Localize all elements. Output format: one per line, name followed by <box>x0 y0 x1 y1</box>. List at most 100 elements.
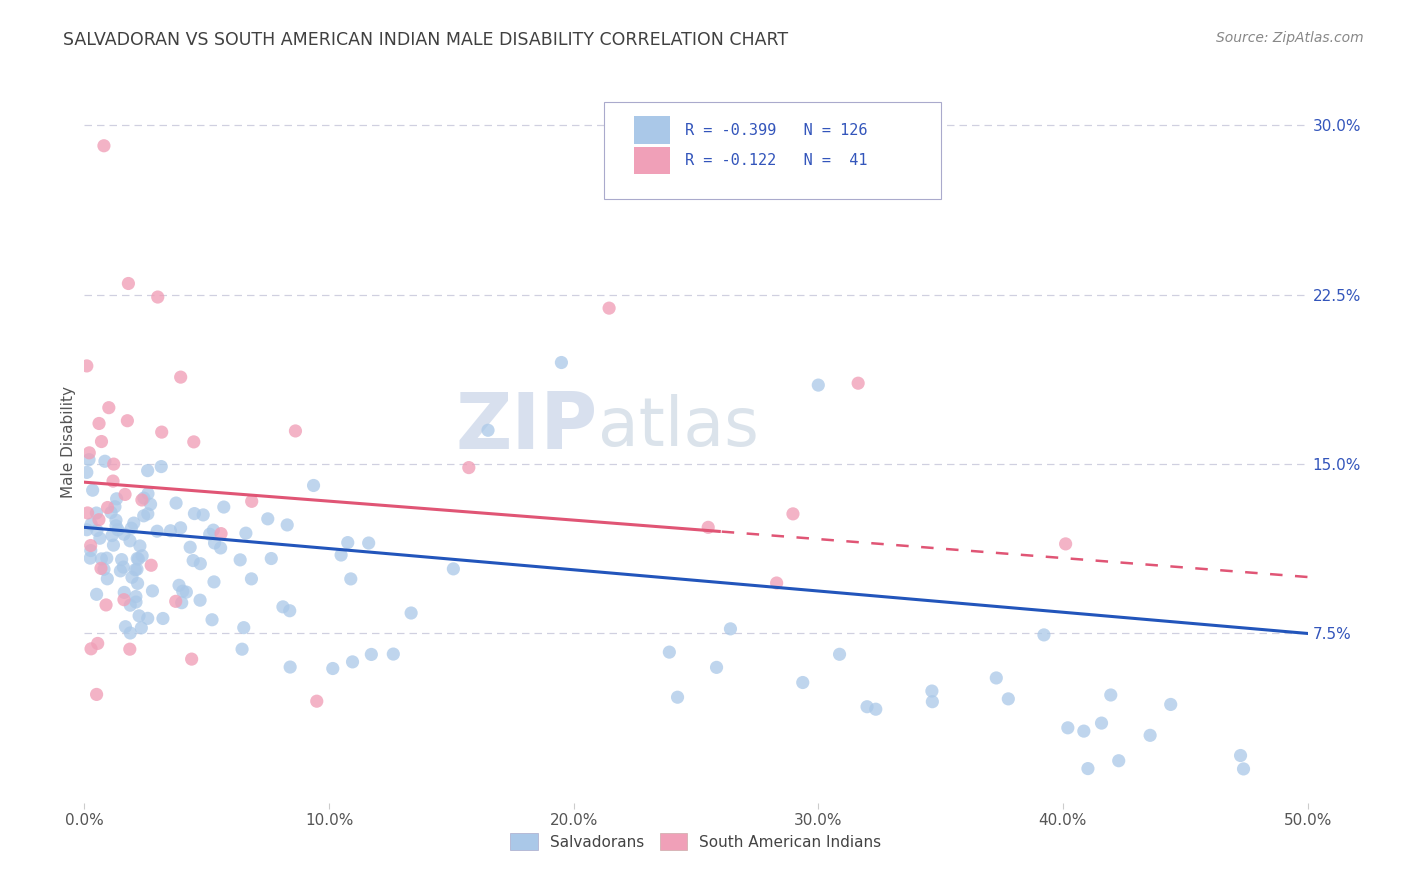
Salvadorans <box>76 523 98 537</box>
Salvadorans <box>865 702 887 716</box>
Salvadorans <box>150 459 173 474</box>
South American Indians <box>180 652 202 666</box>
South American Indians <box>101 474 124 488</box>
Salvadorans <box>183 507 205 521</box>
Salvadorans <box>114 620 136 634</box>
Salvadorans <box>336 535 359 549</box>
Salvadorans <box>94 454 117 468</box>
South American Indians <box>97 401 120 415</box>
Salvadorans <box>1032 628 1054 642</box>
Salvadorans <box>131 549 153 563</box>
South American Indians <box>76 506 98 520</box>
Salvadorans <box>146 524 169 539</box>
Salvadorans <box>132 508 155 523</box>
Salvadorans <box>986 671 1008 685</box>
Salvadorans <box>198 527 221 541</box>
Salvadorans <box>1073 724 1095 739</box>
South American Indians <box>90 434 112 449</box>
Salvadorans <box>792 675 814 690</box>
Salvadorans <box>101 528 124 542</box>
Salvadorans <box>121 570 143 584</box>
South American Indians <box>284 424 307 438</box>
Salvadorans <box>125 590 148 604</box>
Salvadorans <box>112 585 135 599</box>
Salvadorans <box>110 564 132 578</box>
Salvadorans <box>271 599 294 614</box>
Salvadorans <box>720 622 742 636</box>
South American Indians <box>1054 537 1077 551</box>
Salvadorans <box>120 626 142 640</box>
Salvadorans <box>132 491 155 505</box>
Salvadorans <box>104 513 127 527</box>
Salvadorans <box>141 583 163 598</box>
Salvadorans <box>302 478 325 492</box>
Text: ZIP: ZIP <box>456 389 598 465</box>
Salvadorans <box>1099 688 1122 702</box>
Salvadorans <box>202 574 225 589</box>
South American Indians <box>87 513 110 527</box>
Salvadorans <box>209 541 232 555</box>
South American Indians <box>76 359 98 373</box>
Salvadorans <box>330 548 353 562</box>
Salvadorans <box>127 576 149 591</box>
South American Indians <box>141 558 163 573</box>
South American Indians <box>118 642 141 657</box>
South American Indians <box>77 446 100 460</box>
Salvadorans <box>181 553 204 567</box>
South American Indians <box>183 434 205 449</box>
South American Indians <box>79 539 101 553</box>
South American Indians <box>697 520 720 534</box>
Salvadorans <box>229 553 252 567</box>
Salvadorans <box>86 506 108 520</box>
Salvadorans <box>112 560 135 574</box>
Salvadorans <box>357 536 380 550</box>
Salvadorans <box>139 497 162 511</box>
Salvadorans <box>706 660 728 674</box>
Salvadorans <box>240 572 263 586</box>
Salvadorans <box>179 540 201 554</box>
Salvadorans <box>856 699 879 714</box>
South American Indians <box>170 370 193 384</box>
Salvadorans <box>80 543 103 558</box>
Salvadorans <box>339 572 361 586</box>
Salvadorans <box>658 645 681 659</box>
Salvadorans <box>96 551 118 566</box>
Salvadorans <box>260 551 283 566</box>
Salvadorans <box>90 552 112 566</box>
Salvadorans <box>136 611 159 625</box>
South American Indians <box>86 636 108 650</box>
Salvadorans <box>80 517 103 532</box>
South American Indians <box>112 592 135 607</box>
Salvadorans <box>122 516 145 530</box>
Salvadorans <box>152 611 174 625</box>
Salvadorans <box>103 538 125 552</box>
Salvadorans <box>342 655 364 669</box>
Salvadorans <box>360 648 382 662</box>
Salvadorans <box>86 587 108 601</box>
Salvadorans <box>399 606 422 620</box>
Salvadorans <box>204 536 226 550</box>
Salvadorans <box>172 584 194 599</box>
South American Indians <box>305 694 328 708</box>
South American Indians <box>765 576 787 591</box>
South American Indians <box>90 561 112 575</box>
Salvadorans <box>441 562 464 576</box>
South American Indians <box>165 594 187 608</box>
Text: R = -0.399   N = 126: R = -0.399 N = 126 <box>685 122 868 137</box>
Salvadorans <box>212 500 235 514</box>
Salvadorans <box>1139 728 1161 742</box>
South American Indians <box>114 487 136 501</box>
Salvadorans <box>104 519 127 533</box>
Text: Source: ZipAtlas.com: Source: ZipAtlas.com <box>1216 31 1364 45</box>
FancyBboxPatch shape <box>634 117 671 144</box>
Salvadorans <box>76 466 98 480</box>
Salvadorans <box>93 562 115 576</box>
Salvadorans <box>159 524 181 538</box>
Salvadorans <box>120 598 142 612</box>
Salvadorans <box>1229 748 1251 763</box>
Salvadorans <box>127 551 149 566</box>
Salvadorans <box>201 613 224 627</box>
South American Indians <box>457 460 479 475</box>
Salvadorans <box>170 596 193 610</box>
South American Indians <box>209 526 232 541</box>
